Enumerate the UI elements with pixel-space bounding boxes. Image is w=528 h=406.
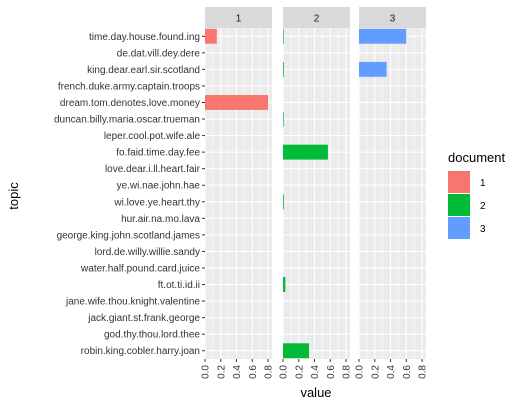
y-tick-label: god.thy.thou.lord.thee [104,330,200,341]
legend-label-1: 1 [480,178,486,189]
x-tick-label: 0.8 [418,365,429,379]
y-axis: time.day.house.found.ing de.dat.vill.dey.… [54,32,205,357]
bar-doc3-time.day.house.found.ing [359,28,407,44]
y-tick-label: ye.wi.nae.john.hae [117,181,201,192]
legend-key-2 [448,194,470,216]
bar-doc2-fo.faid.time.day.fee [283,144,328,160]
x-tick-label: 0.2 [294,365,305,379]
legend-key-3 [448,217,470,239]
bar-doc2-robin.king.cobler.harry.joan [283,343,310,359]
legend-key-1 [448,171,470,193]
panel-2: 2 [282,7,350,359]
bar-doc1-dream.tom.denotes.love.money [205,95,269,110]
strip-1 [205,7,272,28]
legend: document 1 2 3 [448,150,505,239]
bar-doc1-time.day.house.found.ing [205,28,217,44]
x-tick-label: 0.6 [248,365,259,379]
y-tick-label: jane.wife.thou.knight.valentine [65,297,200,308]
legend-label-3: 3 [480,224,486,235]
y-tick-label: hur.air.na.mo.lava [121,214,200,225]
bar-doc2-time.day.house.found.ing [283,28,284,44]
x-tick-label: 0.8 [342,365,353,379]
y-tick-label: king.dear.earl.sir.scotland [87,65,200,76]
panel-background-3 [359,28,426,359]
y-tick-label: leper.cool.pot.wife.ale [104,131,201,142]
y-tick-label: time.day.house.found.ing [89,32,200,43]
panel-background-1 [205,28,272,359]
y-tick-label: dream.tom.denotes.love.money [60,98,200,109]
y-tick-label: jack.giant.st.frank.george [87,313,200,324]
y-tick-label: french.duke.army.captain.troops [58,81,200,92]
x-tick-label: 0.2 [216,365,227,379]
strip-label-1: 1 [236,14,242,25]
x-tick-label: 0.6 [326,365,337,379]
x-tick-label: 0.0 [355,365,366,379]
panel-background-2 [283,28,350,359]
bar-doc2-ft.ot.ti.id.ii [283,277,286,292]
x-tick-label: 0.0 [201,365,212,379]
x-tick-label: 0.0 [279,365,290,379]
x-tick-label: 0.4 [386,365,397,379]
panel-1: 1 [204,7,272,359]
legend-label-2: 2 [480,201,486,212]
y-axis-title: topic [6,182,21,210]
y-tick-label: robin.king.cobler.harry.joan [81,346,200,357]
y-tick-label: wi.love.ye.heart.thy [113,197,200,208]
y-tick-label: duncan.billy.maria.oscar.trueman [54,115,200,126]
y-tick-label: lord.de.willy.willie.sandy [95,247,200,258]
strip-label-2: 2 [314,14,320,25]
x-tick-label: 0.4 [310,365,321,379]
x-tick-label: 0.4 [232,365,243,379]
x-axis: 0.0 0.2 0.4 0.6 0.8 0.0 0.2 0.4 0.6 0.8 0.0 0.2 0.4 0… [201,359,429,379]
x-axis-title: value [300,385,331,400]
strip-3 [359,7,426,28]
bar-doc2-wi.love.ye.heart.thy [283,194,284,210]
panels-layer: 1 2 3 [204,7,426,359]
y-tick-label: de.dat.vill.dey.dere [117,48,201,59]
legend-title: document [448,150,505,165]
bar-doc3-king.dear.earl.sir.scotland [359,61,387,77]
bar-doc2-duncan.billy.maria.oscar.trueman [283,111,284,127]
x-tick-label: 0.2 [370,365,381,379]
y-tick-label: george.king.john.scotland.james [57,230,200,241]
y-tick-label: water.half.pound.card.juice [80,263,200,274]
bar-doc2-king.dear.earl.sir.scotland [283,61,284,77]
strip-label-3: 3 [390,14,396,25]
y-tick-label: fo.faid.time.day.fee [116,148,200,159]
x-tick-label: 0.8 [264,365,275,379]
x-tick-label: 0.6 [402,365,413,379]
y-tick-label: ft.ot.ti.id.ii [158,280,200,291]
y-tick-label: love.dear.i.ll.heart.fair [105,164,201,175]
panel-3: 3 [358,7,426,359]
strip-2 [283,7,350,28]
